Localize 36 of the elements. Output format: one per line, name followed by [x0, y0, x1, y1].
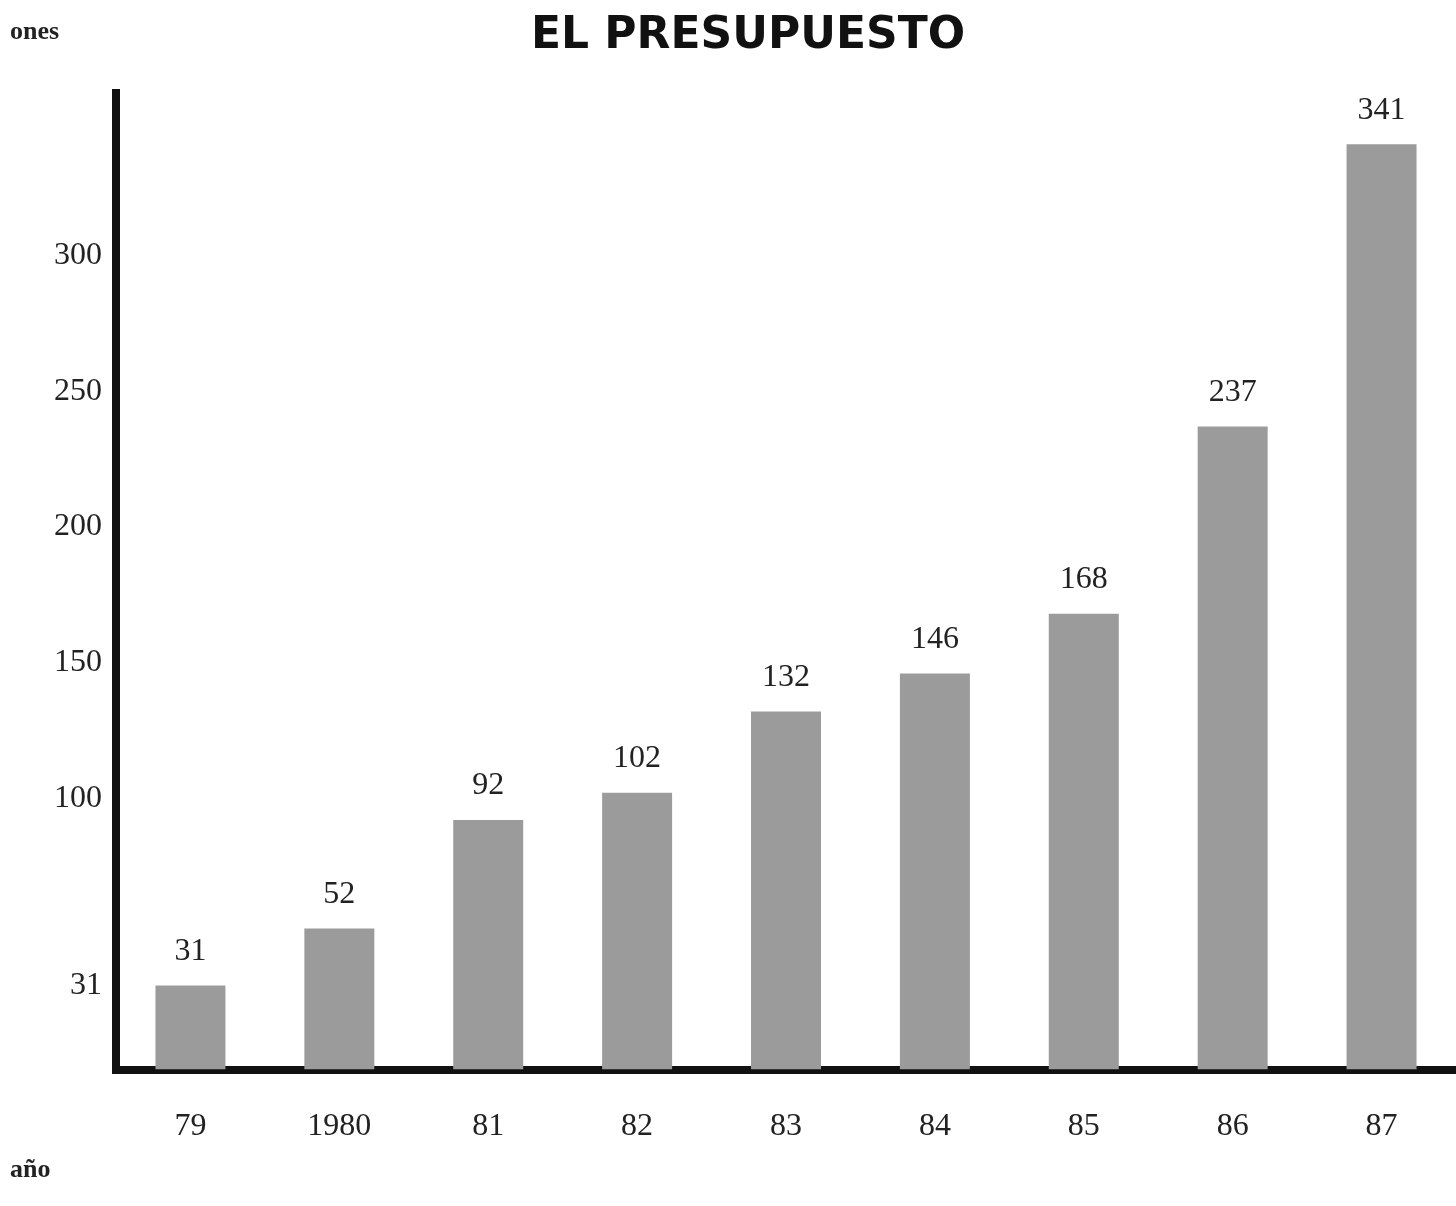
data-label: 31 — [174, 930, 207, 967]
bar — [1197, 426, 1268, 1070]
y-axis-title: ones — [10, 15, 60, 45]
y-tick-label: 31 — [70, 964, 102, 1001]
x-tick-label: 85 — [1067, 1106, 1100, 1143]
x-tick-label: 79 — [174, 1106, 207, 1143]
bar — [751, 711, 821, 1070]
x-tick-label: 82 — [621, 1106, 654, 1143]
y-tick-label: 250 — [54, 370, 102, 407]
data-label: 132 — [762, 656, 810, 693]
x-tick-label: 86 — [1216, 1106, 1249, 1143]
data-label: 168 — [1059, 559, 1108, 596]
data-label: 146 — [910, 618, 959, 655]
bar — [1048, 613, 1119, 1070]
data-label: 92 — [472, 765, 505, 802]
bar — [602, 792, 673, 1070]
bar — [453, 819, 524, 1070]
x-tick-label: 87 — [1365, 1106, 1398, 1143]
x-axis-title: año — [10, 1153, 51, 1183]
bar — [1346, 144, 1417, 1070]
data-label: 341 — [1357, 89, 1406, 126]
data-label: 52 — [323, 873, 356, 910]
data-label: 237 — [1208, 371, 1257, 408]
x-tick-label: 84 — [918, 1106, 951, 1143]
chart-title: EL PRESUPUESTO — [530, 6, 966, 58]
y-tick-label: 300 — [54, 235, 102, 272]
y-tick-label: 150 — [54, 642, 102, 679]
bar — [155, 985, 226, 1070]
y-tick-label: 100 — [54, 777, 102, 814]
bar — [304, 928, 375, 1070]
y-tick-label: 200 — [54, 506, 102, 543]
bar — [899, 673, 970, 1070]
data-label: 102 — [613, 738, 662, 775]
x-tick-label: 1980 — [307, 1106, 372, 1143]
x-tick-label: 81 — [472, 1106, 505, 1143]
x-tick-label: 83 — [770, 1106, 802, 1143]
